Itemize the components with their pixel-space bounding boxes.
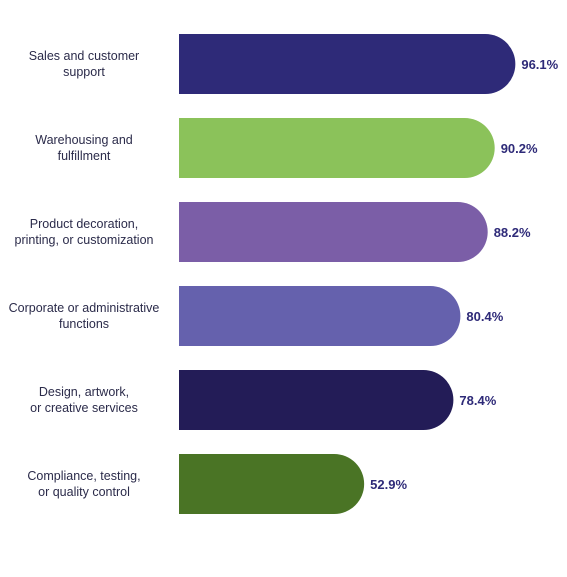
category-label-4: Corporate or administrative functions xyxy=(9,301,160,331)
bar-5 xyxy=(179,370,454,430)
bar-3 xyxy=(179,202,488,262)
value-label-1: 96.1% xyxy=(521,57,558,72)
category-label-1: Sales and customer support xyxy=(29,49,139,79)
bar-4 xyxy=(179,286,461,346)
category-label-3: Product decoration, printing, or customiz… xyxy=(15,217,154,247)
bar-2 xyxy=(179,118,495,179)
category-label-6: Compliance, testing, or quality control xyxy=(27,469,140,499)
value-label-4: 80.4% xyxy=(466,309,503,324)
category-label-5: Design, artwork, or creative services xyxy=(30,385,138,415)
value-labels-group: 96.1% 90.2% 88.2% 80.4% 78.4% 52.9% xyxy=(370,57,559,492)
value-label-5: 78.4% xyxy=(459,393,496,408)
category-labels-group: Sales and customer support Warehousing and… xyxy=(9,49,160,499)
value-label-6: 52.9% xyxy=(370,477,407,492)
bars-group xyxy=(179,34,516,514)
bar-1 xyxy=(179,34,516,94)
category-label-2: Warehousing and fulfillment xyxy=(35,133,133,163)
bar-6 xyxy=(179,454,365,514)
value-label-3: 88.2% xyxy=(494,225,531,240)
value-label-2: 90.2% xyxy=(501,141,538,156)
